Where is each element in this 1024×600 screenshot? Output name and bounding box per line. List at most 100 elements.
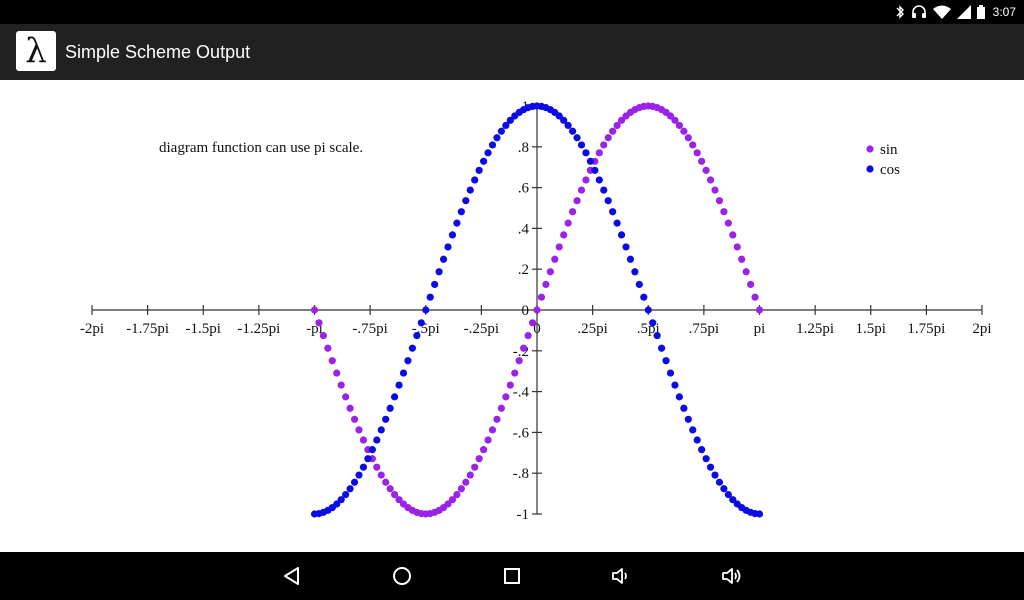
data-point-cos (484, 149, 492, 157)
data-point-cos (350, 478, 359, 486)
chart-svg: diagram function can use pi scale. -2pi -… (80, 99, 992, 523)
data-point-sin (609, 127, 617, 135)
data-point-cos (720, 485, 728, 493)
data-point-sin (395, 496, 403, 504)
data-point-sin (466, 471, 474, 479)
x-tick-label: -2pi (80, 321, 104, 337)
data-point-sin (733, 243, 741, 251)
data-point-sin (724, 219, 732, 227)
x-tick-label: .75pi (689, 321, 719, 337)
data-point-sin (600, 141, 608, 149)
data-point-cos (395, 381, 403, 389)
data-point-sin (711, 186, 719, 194)
data-point-sin (373, 463, 381, 471)
data-point-sin (560, 231, 568, 239)
data-point-cos (359, 463, 368, 471)
legend-marker-sin (866, 145, 874, 153)
data-point-cos (755, 510, 764, 518)
data-point-cos (604, 197, 612, 205)
data-point-sin (689, 141, 697, 149)
data-point-cos (404, 357, 412, 365)
y-tick-label: .6 (518, 181, 530, 197)
data-point-sin (546, 268, 554, 276)
x-axis-ticks: -2pi -1.75pi -1.5pi -1.25pi -pi -.75pi -.5pi -.… (80, 305, 992, 337)
data-point-cos (444, 243, 452, 251)
data-point-cos (355, 471, 363, 479)
data-point-sin (497, 404, 505, 412)
volume-down-button[interactable] (610, 564, 634, 588)
back-button[interactable] (280, 564, 304, 588)
data-point-cos (435, 268, 443, 276)
x-tick-label: -.75pi (352, 321, 387, 337)
data-point-sin (528, 319, 537, 327)
data-point-cos (364, 455, 372, 463)
data-point-sin (702, 166, 710, 174)
data-point-cos (342, 490, 350, 499)
data-point-sin (453, 490, 461, 499)
data-point-sin (751, 293, 759, 301)
y-tick-label: -.6 (513, 425, 530, 441)
data-point-cos (573, 134, 581, 142)
data-point-sin (613, 121, 621, 130)
data-point-cos (582, 149, 590, 157)
data-point-sin (382, 478, 390, 486)
data-point-sin (595, 149, 603, 157)
data-point-cos (453, 219, 461, 227)
data-point-sin (342, 393, 350, 401)
x-tick-label: pi (754, 321, 766, 337)
data-point-cos (377, 426, 385, 434)
data-point-cos (333, 500, 341, 508)
data-point-sin (484, 436, 492, 444)
data-point-cos (391, 393, 399, 401)
series-layer (310, 102, 764, 518)
data-point-sin (715, 197, 724, 205)
data-point-sin (720, 208, 728, 216)
data-point-cos (653, 331, 661, 340)
data-point-cos (649, 319, 657, 327)
y-tick-label: -1 (517, 507, 530, 523)
data-point-sin (457, 485, 465, 493)
data-point-cos (493, 134, 501, 142)
x-tick-label: 1.25pi (796, 321, 834, 337)
data-point-sin (506, 381, 514, 389)
data-point-cos (368, 446, 376, 454)
data-point-cos (346, 485, 354, 493)
data-point-cos (613, 219, 621, 227)
data-point-sin (729, 231, 737, 239)
data-point-sin (493, 415, 501, 423)
data-point-cos (439, 255, 448, 263)
data-point-cos (586, 157, 595, 165)
app-title: Simple Scheme Output (65, 42, 251, 62)
y-tick-label: -.4 (513, 385, 530, 401)
data-point-cos (569, 127, 577, 135)
x-tick-label: 1.5pi (856, 321, 886, 337)
data-point-cos (591, 166, 599, 174)
data-point-sin (386, 485, 394, 493)
recents-button[interactable] (500, 564, 524, 588)
data-point-cos (662, 357, 670, 365)
legend-label-sin: sin (880, 142, 898, 158)
home-circle-icon (393, 567, 411, 585)
data-point-sin (666, 112, 675, 120)
data-point-sin (573, 197, 581, 205)
home-button[interactable] (390, 564, 414, 588)
bluetooth-icon (895, 5, 905, 19)
data-point-cos (555, 112, 563, 120)
data-point-sin (755, 306, 764, 314)
data-point-cos (617, 231, 626, 239)
data-point-cos (600, 186, 608, 194)
data-point-sin (675, 121, 684, 130)
data-point-cos (502, 121, 510, 130)
data-point-sin (462, 478, 470, 486)
data-point-sin (551, 255, 559, 263)
data-point-sin (542, 280, 550, 289)
data-point-sin (319, 331, 327, 340)
data-point-cos (408, 344, 416, 352)
data-point-cos (724, 490, 732, 499)
data-point-sin (359, 436, 368, 444)
volume-up-button[interactable] (720, 564, 744, 588)
data-point-sin (480, 446, 488, 454)
data-point-sin (524, 331, 532, 340)
data-point-sin (471, 463, 479, 471)
data-point-cos (631, 268, 639, 276)
